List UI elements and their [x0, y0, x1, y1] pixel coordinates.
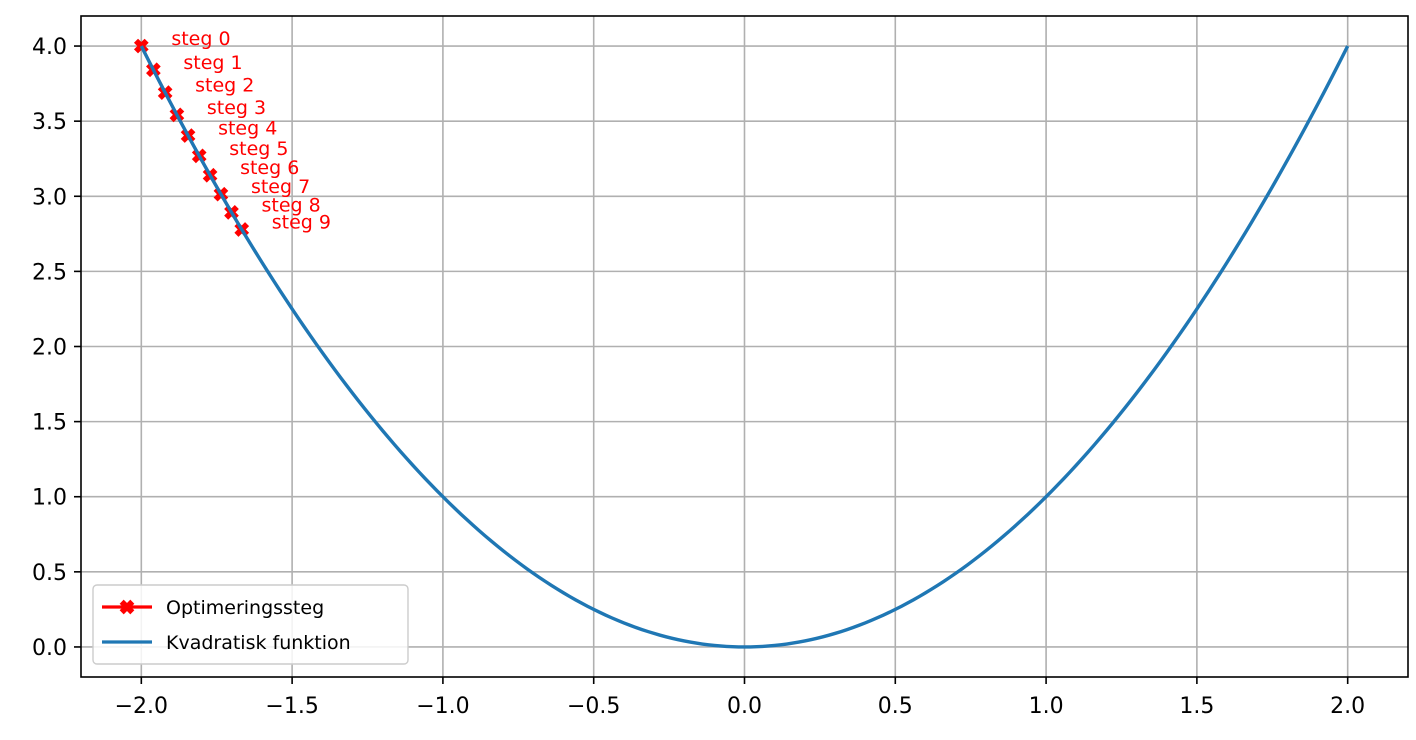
x-tick-label: 1.0 [1029, 694, 1064, 719]
y-tick-label: 0.5 [32, 561, 67, 586]
y-tick-label: 0.0 [32, 636, 67, 661]
x-tick-label: 0.5 [878, 694, 913, 719]
x-tick-label: −1.5 [265, 694, 318, 719]
legend-label-1: Kvadratisk funktion [166, 632, 351, 654]
series-group [133, 38, 1350, 649]
y-tick-label: 2.0 [32, 336, 67, 361]
x-tick-label: −0.5 [567, 694, 620, 719]
x-tick-label: −2.0 [115, 694, 168, 719]
axes-frame [80, 15, 1409, 678]
y-tick-label: 3.0 [32, 185, 67, 210]
legend-swatch-marker-0 [119, 599, 135, 615]
step-label-1: steg 1 [183, 52, 242, 74]
y-tick-label: 2.5 [32, 260, 67, 285]
x-tick-label: 2.0 [1330, 694, 1365, 719]
x-tick-label: −1.0 [416, 694, 469, 719]
step-label-3: steg 3 [207, 97, 266, 119]
legend-box [92, 584, 409, 665]
step-label-8: steg 8 [261, 194, 320, 216]
y-tick-label: 4.0 [32, 35, 67, 60]
step-label-9: steg 9 [272, 211, 331, 233]
step-label-4: steg 4 [218, 118, 277, 140]
legend: Optimeringssteg Kvadratisk funktion [92, 584, 409, 665]
axes-ticks: −2.0 −1.5 −1.0 −0.5 0.0 0.5 1.0 1.5 2.0 0.0 0.5 1.0… [32, 35, 1365, 719]
y-tick-label: 1.0 [32, 486, 67, 511]
y-tick-label: 1.5 [32, 411, 67, 436]
legend-label-0: Optimeringssteg [166, 597, 324, 619]
step-label-7: steg 7 [251, 176, 310, 198]
y-tick-label: 3.5 [32, 110, 67, 135]
step-label-0: steg 0 [171, 28, 230, 50]
x-marker-shape [119, 599, 135, 615]
step-label-5: steg 5 [229, 138, 288, 160]
series-kvadratisk-funktion-line [139, 45, 1350, 649]
step-label-6: steg 6 [240, 157, 299, 179]
x-tick-label: 1.5 [1179, 694, 1214, 719]
x-tick-label: 0.0 [727, 694, 762, 719]
step-label-2: steg 2 [195, 75, 254, 97]
